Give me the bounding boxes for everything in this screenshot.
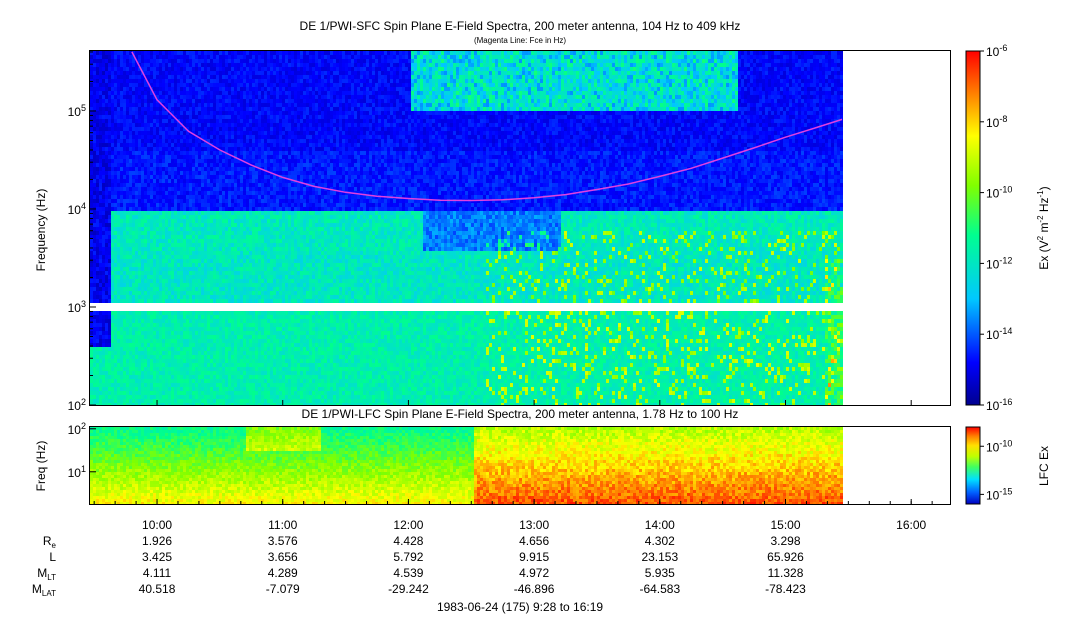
time-tick-label: 15:00 [770,518,800,532]
sfc-spectrogram-image [90,51,843,407]
sfc-colorbar-tick-label: 10-14 [986,326,1012,342]
ephemeris-value: -78.423 [765,582,806,596]
ephemeris-table: Re 1.926 3.576 4.428 4.656 4.302 3.298 L 3.425 3.… [32,534,806,598]
time-tick-label: 14:00 [645,518,675,532]
lfc-colorbar-tick-label: 10-10 [986,438,1012,454]
sfc-y-axis-label: Frequency (Hz) [34,189,48,272]
ephemeris-value: -7.079 [266,582,300,596]
lfc-colorbar-label: LFC Ex [1037,446,1051,486]
ephemeris-value: 23.153 [641,550,678,564]
sfc-colorbar-tick-label: 10-16 [986,397,1012,413]
sfc-subtitle: (Magenta Line: Fce in Hz) [474,36,566,45]
ephemeris-value: 4.428 [393,534,423,548]
ephemeris-row-label: Re [43,534,57,550]
ephemeris-value: 4.539 [393,566,423,580]
sfc-colorbar [966,51,980,405]
lfc-colorbar-tick-label: 10-15 [986,486,1012,502]
sfc-y-tick-label: 104 [68,201,86,217]
ephemeris-value: 40.518 [139,582,176,596]
ephemeris-value: 3.576 [268,534,298,548]
time-tick-label: 11:00 [268,518,297,532]
lfc-y-tick-label: 102 [68,421,86,437]
ephemeris-value: -29.242 [388,582,429,596]
ephemeris-value: 1.926 [142,534,172,548]
ephemeris-value: 4.302 [645,534,675,548]
ephemeris-row-label: MLT [37,566,56,582]
ephemeris-value: 3.656 [268,550,298,564]
lfc-colorbar-axis: 10-10 10-15 [980,438,1012,502]
ephemeris-value: 11.328 [768,566,804,580]
lfc-colorbar [966,427,980,504]
sfc-colorbar-tick-label: 10-8 [986,114,1007,130]
sfc-y-tick-label: 103 [68,299,86,315]
ephemeris-row-label: MLAT [32,582,56,598]
time-tick-label: 16:00 [896,518,926,532]
ephemeris-value: -46.896 [514,582,555,596]
time-tick-label: 12:00 [393,518,423,532]
ephemeris-value: 4.972 [519,566,549,580]
ephemeris-value: 5.792 [393,550,423,564]
lfc-y-axis-label: Freq (Hz) [34,441,48,492]
sfc-y-tick-label: 105 [68,103,86,119]
ephemeris-value: 4.289 [268,566,298,580]
ephemeris-value: 65.926 [767,550,804,564]
ephemeris-row-label: L [49,550,56,564]
sfc-y-tick-label: 102 [68,397,86,413]
sfc-colorbar-tick-label: 10-6 [986,43,1007,59]
sfc-colorbar-tick-label: 10-10 [986,185,1012,201]
ephemeris-value: 3.425 [142,550,172,564]
ephemeris-value: -64.583 [639,582,680,596]
ephemeris-value: 9.915 [519,550,549,564]
lfc-spectrogram-image [90,427,843,505]
time-tick-label: 10:00 [142,518,172,532]
sfc-colorbar-label: Ex (V2 m-2 Hz-1) [1036,186,1051,269]
sfc-colorbar-axis: 10-6 10-8 10-10 10-12 10-14 10-16 [980,43,1012,413]
time-tick-label: 13:00 [519,518,549,532]
lfc-title: DE 1/PWI-LFC Spin Plane E-Field Spectra,… [302,407,739,421]
sfc-title: DE 1/PWI-SFC Spin Plane E-Field Spectra,… [300,19,741,33]
ephemeris-value: 5.935 [645,566,675,580]
sfc-colorbar-tick-label: 10-12 [986,255,1012,271]
lfc-y-tick-label: 101 [68,464,86,480]
ephemeris-value: 4.111 [143,566,172,580]
footer-date-range: 1983-06-24 (175) 9:28 to 16:19 [437,600,603,614]
ephemeris-value: 4.656 [519,534,549,548]
ephemeris-value: 3.298 [770,534,800,548]
